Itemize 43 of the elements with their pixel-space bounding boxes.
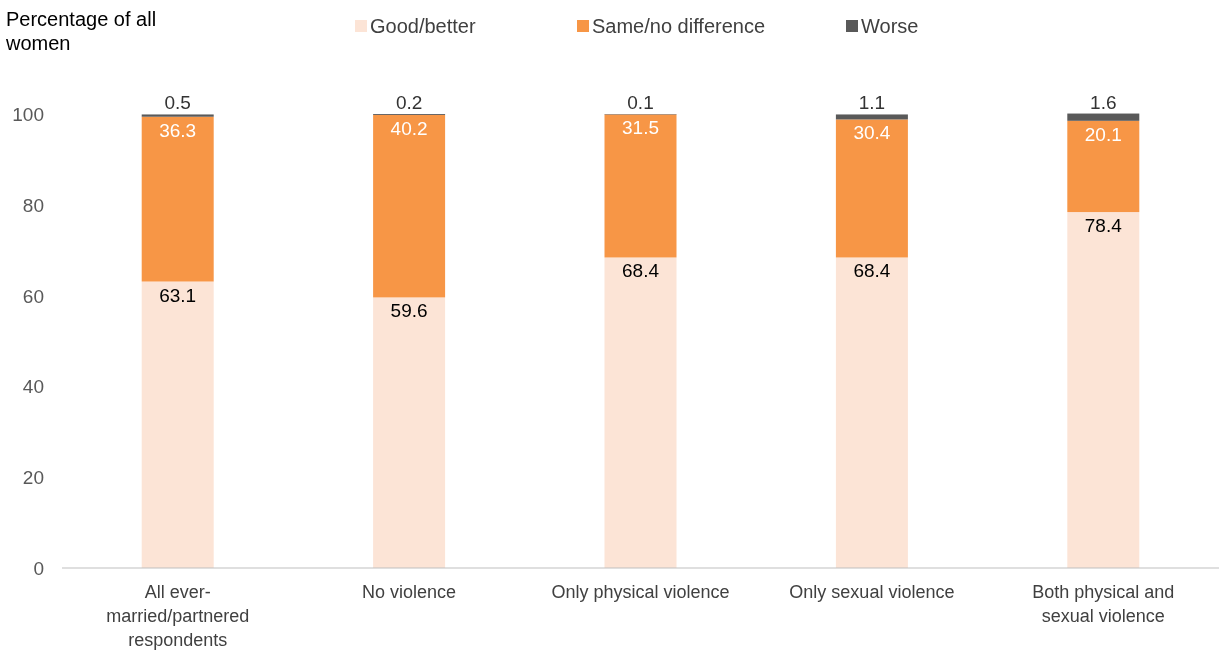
bar: [373, 297, 446, 568]
x-tick-label: Both physical and sexual violence: [1032, 582, 1175, 626]
legend-label: Same/no difference: [592, 15, 766, 37]
y-tick-label: 60: [22, 285, 44, 307]
legend-label: Good/better: [370, 15, 476, 37]
data-label: 40.2: [390, 117, 428, 139]
bar: [373, 114, 446, 298]
data-label: 68.4: [622, 260, 660, 282]
bar: [141, 114, 214, 117]
y-tick-label: 80: [22, 194, 44, 216]
y-tick-label: 20: [22, 467, 44, 489]
y-tick-label: 40: [22, 376, 44, 398]
data-label: 1.6: [1090, 91, 1117, 113]
bar: [835, 257, 908, 568]
data-label: 68.4: [853, 260, 891, 282]
y-tick-label: 100: [12, 104, 44, 125]
data-label: 0.2: [395, 92, 423, 113]
bar: [835, 114, 908, 120]
x-tick-label: No violence: [362, 582, 457, 602]
bar: [835, 119, 908, 258]
data-label: 0.1: [627, 92, 654, 113]
y-tick-label: 0: [33, 558, 44, 579]
bar: [141, 281, 214, 568]
bar: [604, 114, 677, 258]
x-tick-label: Only physical violence: [551, 582, 730, 602]
data-label: 0.5: [164, 92, 191, 114]
bar: [604, 257, 677, 568]
bar: [1067, 120, 1140, 213]
data-label: 36.3: [159, 119, 197, 141]
data-label: 20.1: [1084, 123, 1122, 145]
y-axis-title: Percentage of all women: [5, 8, 157, 54]
bar: [1067, 212, 1140, 568]
data-label: 78.4: [1084, 215, 1123, 237]
data-label: 30.4: [853, 122, 891, 144]
bar: [141, 116, 214, 282]
x-tick-label: All ever-married/partnered respondents: [106, 582, 250, 650]
bar: [1067, 113, 1140, 121]
data-label: 1.1: [858, 92, 886, 114]
x-tick-label: Only sexual violence: [789, 582, 955, 602]
legend-label: Worse: [861, 15, 919, 37]
data-label: 59.6: [390, 300, 428, 322]
data-label: 31.5: [622, 117, 659, 139]
data-label: 63.1: [159, 284, 197, 306]
